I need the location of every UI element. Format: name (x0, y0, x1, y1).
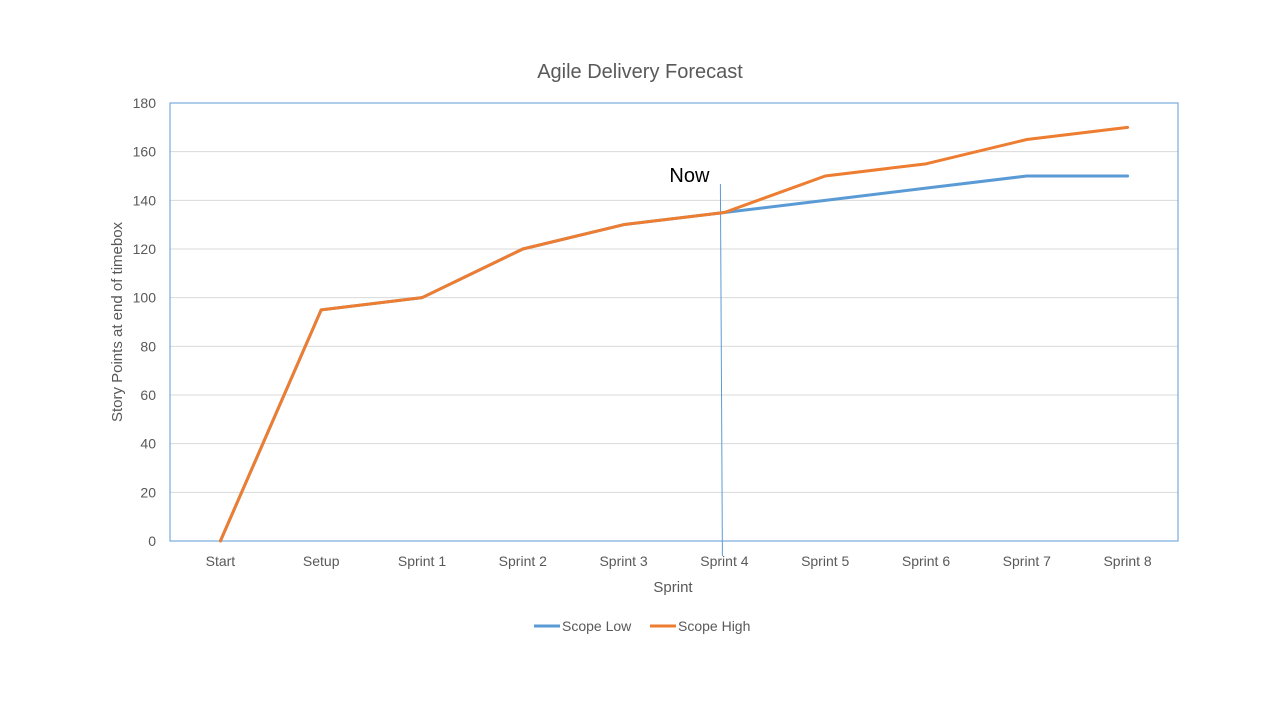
y-tick-label: 100 (133, 290, 157, 306)
x-tick-label: Sprint 2 (499, 553, 547, 569)
x-tick-label: Sprint 7 (1003, 553, 1051, 569)
y-axis-title: Story Points at end of timebox (109, 221, 126, 422)
annotations: Now (669, 165, 723, 557)
y-tick-label: 20 (140, 484, 156, 500)
gridlines (170, 102, 1178, 493)
chart-title: Agile Delivery Forecast (537, 61, 743, 83)
x-tick-label: Setup (303, 553, 340, 569)
y-axis-ticks: 0 20 40 60 80 100 120 140 160 180 (133, 95, 157, 549)
x-tick-label: Start (206, 553, 236, 569)
x-tick-label: Sprint 6 (902, 553, 950, 569)
x-axis-title: Sprint (653, 579, 693, 596)
x-tick-label: Sprint 4 (700, 553, 748, 569)
now-marker-line (719, 183, 723, 557)
y-tick-label: 140 (133, 192, 157, 208)
series-line-scope-low (218, 174, 1130, 543)
legend-label: Scope High (678, 618, 750, 634)
series (218, 125, 1130, 543)
legend: Scope Low Scope High (534, 618, 750, 634)
x-axis-ticks: Start Setup Sprint 1 Sprint 2 Sprint 3 Sprint… (206, 553, 1152, 569)
x-tick-label: Sprint 3 (599, 553, 647, 569)
y-tick-label: 120 (133, 241, 157, 257)
y-tick-label: 60 (140, 387, 156, 403)
x-tick-label: Sprint 1 (398, 553, 446, 569)
legend-label: Scope Low (562, 618, 632, 634)
plot-area (169, 102, 1179, 542)
y-tick-label: 180 (133, 95, 157, 111)
y-tick-label: 80 (140, 338, 156, 354)
now-marker-label: Now (669, 165, 710, 187)
y-tick-label: 160 (133, 144, 157, 160)
series-line-scope-high (218, 125, 1130, 543)
x-tick-label: Sprint 5 (801, 553, 849, 569)
y-tick-label: 40 (140, 436, 156, 452)
x-tick-label: Sprint 8 (1103, 553, 1151, 569)
y-tick-label: 0 (148, 533, 156, 549)
